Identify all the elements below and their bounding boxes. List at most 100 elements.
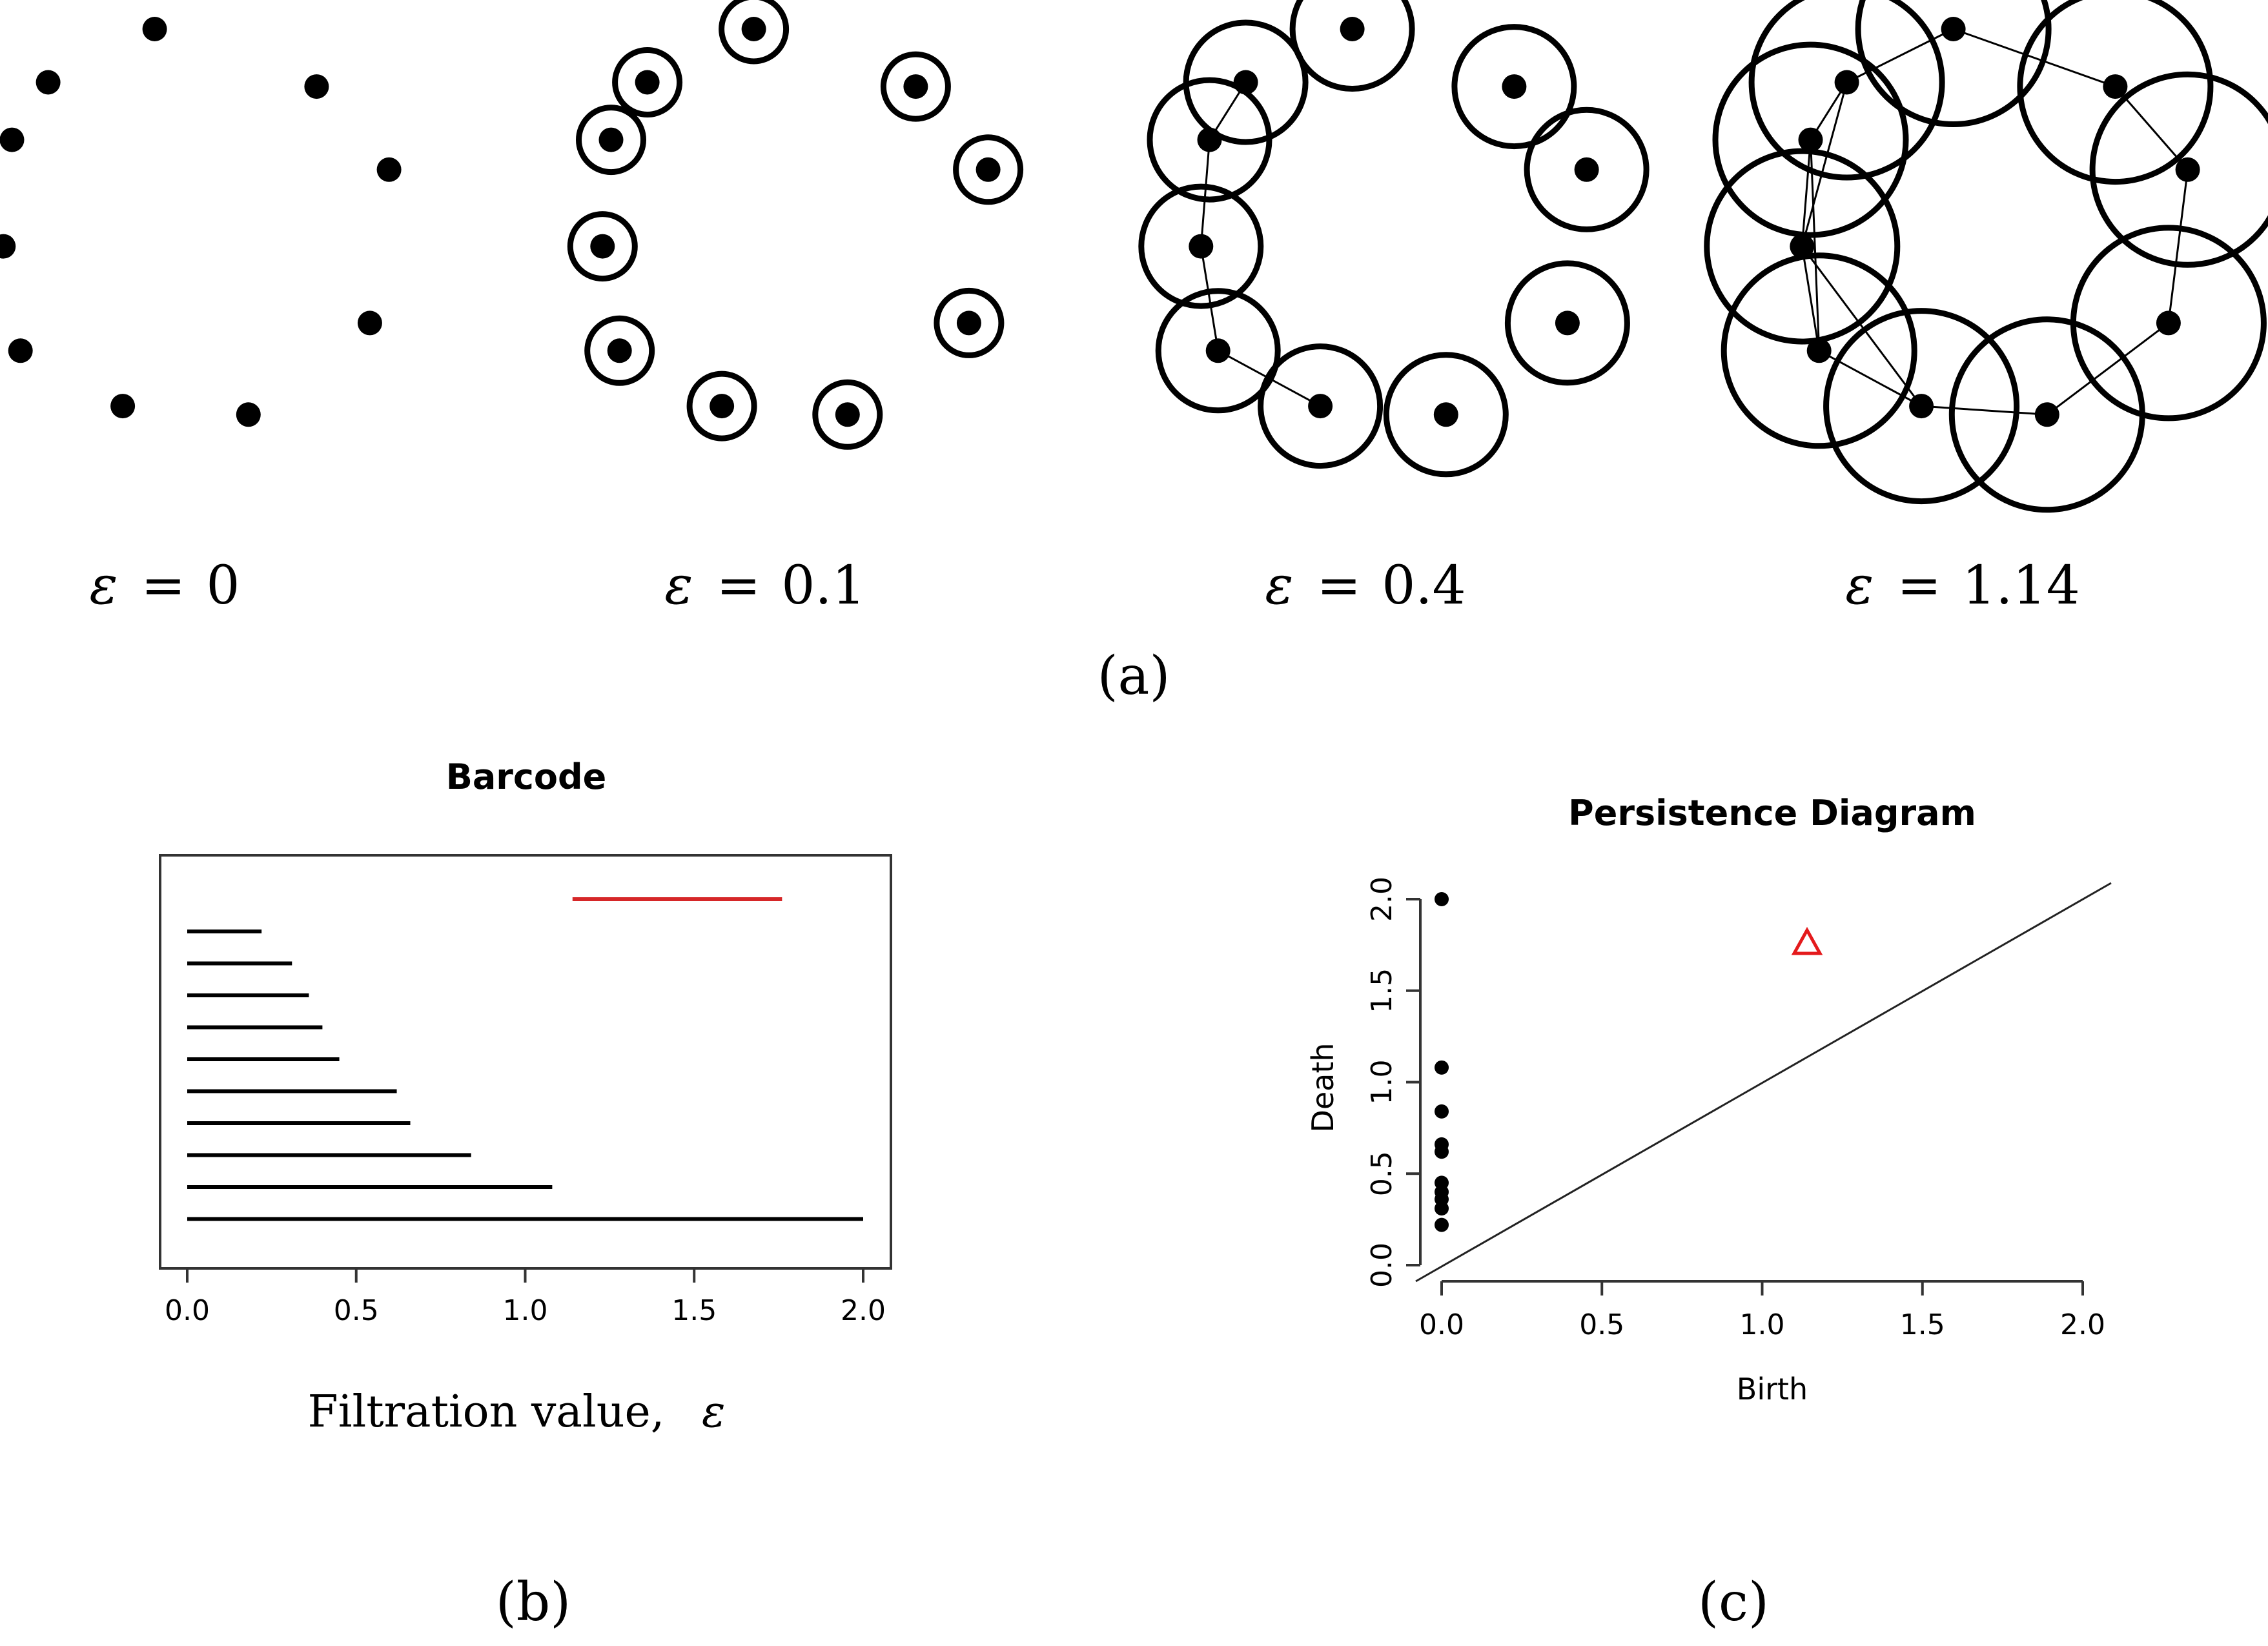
data-point (1189, 234, 1214, 259)
simplex-edge (1801, 82, 1848, 247)
panel-a-caption: (a) (1098, 645, 1170, 707)
data-point (2034, 402, 2059, 427)
pd-x-tick-label: 0.0 (1419, 1308, 1464, 1341)
epsilon-label-0: ε = 0 (89, 555, 240, 616)
epsilon-ball (1451, 24, 1577, 150)
pd-point-h0 (1435, 1217, 1449, 1232)
barcode-x-tick-label: 2.0 (841, 1294, 886, 1327)
epsilon-ball (584, 315, 655, 386)
data-point (1308, 394, 1333, 419)
barcode-plot-frame (159, 854, 892, 1270)
epsilon-ball (953, 134, 1024, 205)
epsilon-ball (934, 287, 1005, 358)
filtration-stage-2 (1138, 0, 1650, 478)
epsilon-ball (686, 371, 757, 442)
simplex-edge (1818, 349, 1922, 407)
data-point (1941, 17, 1966, 41)
data-point (1340, 17, 1365, 41)
panel-c-caption: (c) (1698, 1572, 1769, 1633)
pd-point-h0 (1435, 892, 1449, 906)
epsilon-ball (1524, 107, 1650, 232)
data-point (607, 338, 632, 363)
filtration-stage-0 (0, 17, 402, 427)
simplex-edge (1921, 405, 2047, 416)
pd-y-tick-label: 0.0 (1365, 1243, 1398, 1288)
simplex-edge (1953, 28, 2116, 88)
persistence-title: Persistence Diagram (1568, 793, 1976, 833)
simplex-edge (2167, 169, 2189, 323)
epsilon-ball (1721, 252, 1917, 449)
epsilon-label-1: ε = 0.1 (664, 555, 865, 616)
epsilon-ball (1823, 308, 2020, 505)
data-point (2103, 74, 2128, 99)
persistence-ylabel: Death (1305, 1042, 1340, 1132)
data-point (1197, 127, 1222, 152)
epsilon-ball (612, 47, 683, 117)
panel-c: Persistence Diagram 0.0 0.5 1.0 1.5 2.0 0.0 0.… (1305, 793, 2112, 1633)
persistence-axes: 0.0 0.5 1.0 1.5 2.0 0.0 0.5 1.0 1.5 2.0 (1365, 877, 2112, 1341)
data-point (598, 127, 624, 152)
simplex-edge (1801, 139, 1812, 247)
data-point (1233, 70, 1258, 95)
pd-x-tick-label: 2.0 (2060, 1308, 2105, 1341)
epsilon-ball (1948, 316, 2145, 513)
barcode-x-tick-label: 0.0 (165, 1294, 210, 1327)
pd-point-h0 (1435, 1201, 1449, 1216)
data-point (2156, 310, 2181, 336)
panel-b: Barcode 0.0 0.5 1.0 1.5 2.0 Filtration value… (159, 757, 892, 1633)
data-point (635, 70, 660, 95)
data-point (976, 157, 1001, 182)
epsilon-ball (812, 379, 883, 450)
epsilon-ball (880, 51, 951, 122)
simplex-edge (2046, 322, 2169, 416)
epsilon-ball (1855, 0, 2052, 127)
barcode-x-tick-label: 0.5 (334, 1294, 379, 1327)
pd-x-tick-label: 0.5 (1579, 1308, 1624, 1341)
barcode-x-tick-label: 1.0 (503, 1294, 548, 1327)
pd-point-h0 (1435, 1144, 1449, 1159)
data-point (36, 70, 61, 95)
pd-diagonal-line (1415, 882, 2112, 1283)
data-point (835, 402, 860, 427)
data-point (304, 74, 329, 99)
pd-point-h0 (1435, 1104, 1449, 1119)
pd-x-tick-label: 1.0 (1740, 1308, 1785, 1341)
simplex-edge (1801, 246, 1821, 351)
simplex-edge (1801, 245, 1923, 407)
epsilon-ball (1183, 19, 1309, 145)
pd-point-h0 (1435, 1060, 1449, 1075)
data-point (376, 157, 402, 182)
filtration-stage-3 (1704, 0, 2268, 513)
data-point (1834, 70, 1859, 95)
data-point (1433, 402, 1458, 427)
filtration-stage-1 (567, 0, 1024, 450)
data-point (1574, 157, 1599, 182)
data-point (357, 310, 382, 336)
epsilon-ball (1258, 343, 1384, 469)
epsilon-ball (719, 0, 790, 65)
data-point (1790, 234, 1815, 259)
epsilon-ball (1383, 352, 1509, 478)
simplex-edge (1200, 246, 1220, 351)
pd-y-tick-label: 0.5 (1365, 1151, 1398, 1196)
epsilon-ball (1712, 41, 1909, 238)
pd-point-h1 (1791, 926, 1823, 955)
barcode-xlabel: Filtration value, ε (308, 1387, 726, 1438)
epsilon-ball (1138, 183, 1264, 309)
barcode-bars (187, 897, 863, 1221)
data-point (110, 394, 136, 419)
simplex-edge (2114, 86, 2189, 170)
epsilon-ball (1748, 0, 1945, 181)
panel-b-caption: (b) (496, 1572, 571, 1633)
epsilon-ball (576, 105, 646, 176)
data-point (2175, 157, 2200, 182)
simplex-edge (1200, 139, 1211, 247)
data-point (0, 234, 16, 259)
data-point (1798, 127, 1823, 152)
epsilon-label-3: ε = 1.14 (1845, 555, 2079, 616)
data-point (903, 74, 928, 99)
pd-y-tick-label: 1.5 (1365, 968, 1398, 1013)
data-point (1502, 74, 1527, 99)
data-point (590, 234, 615, 259)
